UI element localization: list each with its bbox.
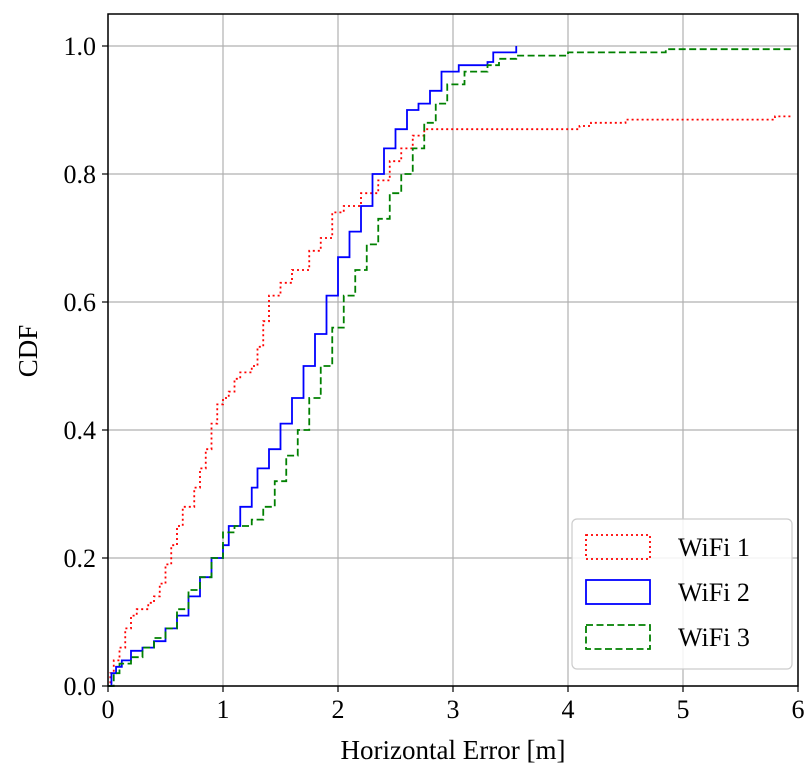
x-tick-label: 6 — [792, 695, 805, 724]
grid-lines — [107, 14, 799, 687]
x-tick-label: 0 — [102, 695, 115, 724]
x-tick-label: 5 — [677, 695, 690, 724]
series-layer — [108, 46, 793, 687]
series-line-wifi-3 — [108, 48, 793, 687]
legend-box — [571, 518, 793, 670]
legend: WiFi 1 WiFi 2 WiFi 3 — [571, 518, 793, 670]
legend-handle-wifi-2 — [585, 579, 651, 605]
y-tick-label: 0.0 — [64, 672, 97, 701]
y-axis-label: CDF — [13, 325, 43, 378]
legend-handle-wifi-1 — [585, 534, 651, 560]
legend-label-wifi-1: WiFi 1 — [678, 533, 750, 562]
y-tick-label: 1.0 — [64, 32, 97, 61]
legend-label-wifi-2: WiFi 2 — [678, 578, 750, 607]
legend-handle-wifi-3 — [585, 624, 651, 650]
y-tick-label: 0.4 — [64, 416, 97, 445]
x-tick-label: 3 — [447, 695, 460, 724]
y-tick-label: 0.6 — [64, 288, 97, 317]
x-tick-label: 2 — [332, 695, 345, 724]
series-line-wifi-1 — [108, 115, 793, 687]
x-tick-label: 1 — [217, 695, 230, 724]
x-tick-label: 4 — [562, 695, 575, 724]
series-line-wifi-2 — [108, 46, 518, 687]
y-tick-label: 0.8 — [64, 160, 97, 189]
y-tick-label: 0.2 — [64, 544, 97, 573]
legend-label-wifi-3: WiFi 3 — [678, 623, 750, 652]
axis-ticks: 0 1 2 3 4 5 6 0.0 0.2 0.4 0.6 0.8 1.0 — [64, 32, 805, 724]
x-axis-label: Horizontal Error [m] — [341, 735, 566, 765]
